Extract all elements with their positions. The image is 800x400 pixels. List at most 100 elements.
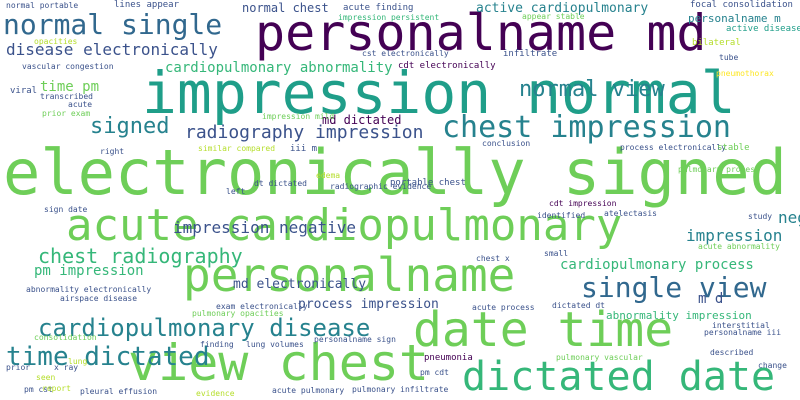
word: exam electronically bbox=[216, 302, 308, 311]
word: evidence bbox=[196, 389, 235, 398]
word: report bbox=[42, 384, 71, 393]
word: conclusion bbox=[482, 139, 531, 148]
word: view chest bbox=[128, 334, 430, 392]
word: pulmonary infiltrate bbox=[352, 385, 449, 394]
word: chest radiography bbox=[38, 244, 243, 268]
word: dictated date bbox=[462, 354, 776, 400]
word: m d bbox=[698, 291, 724, 307]
word: acute finding bbox=[343, 3, 414, 13]
word: pleural effusion bbox=[80, 387, 158, 396]
word: portable chest bbox=[390, 178, 466, 188]
word: pm cdt bbox=[420, 368, 449, 377]
word: lung bbox=[68, 357, 88, 366]
word: normal portable bbox=[6, 1, 79, 10]
word: electronically signed bbox=[3, 136, 787, 209]
word: appear stable bbox=[522, 12, 585, 21]
word: chest impression bbox=[442, 110, 731, 145]
word: impression normal bbox=[142, 59, 736, 127]
word: pneumonia bbox=[424, 353, 473, 363]
word: impression persistent bbox=[338, 13, 440, 22]
word: study bbox=[748, 212, 773, 221]
word: pulmonary process bbox=[678, 165, 760, 174]
word: impression mild bbox=[262, 112, 335, 121]
word: personalname m bbox=[688, 12, 781, 25]
word: vascular congestion bbox=[22, 62, 114, 71]
word: acute cardiopulmonary bbox=[66, 200, 623, 251]
word: cdt impression bbox=[549, 199, 617, 208]
word: abnormality electronically bbox=[26, 285, 152, 294]
word: impression bbox=[686, 226, 783, 245]
word: chest x bbox=[476, 254, 510, 263]
word: finding bbox=[200, 340, 234, 349]
word: acute process bbox=[472, 303, 535, 312]
word: single view bbox=[581, 271, 767, 304]
word: md dictated bbox=[322, 113, 402, 127]
word: acute abnormality bbox=[698, 242, 780, 251]
word: prior exam bbox=[42, 109, 91, 118]
word: pm impression bbox=[34, 263, 144, 279]
word: negative chest bbox=[778, 208, 800, 227]
word: normal chest bbox=[242, 1, 329, 15]
word: lung volumes bbox=[246, 340, 304, 349]
word: x ray bbox=[54, 363, 79, 372]
word: dt dictated bbox=[254, 179, 307, 188]
word: airspace disease bbox=[60, 294, 138, 303]
word: normal view bbox=[519, 77, 665, 102]
word: process electronically bbox=[620, 143, 726, 152]
word: date time bbox=[413, 302, 674, 358]
word: change bbox=[758, 361, 787, 370]
word: described bbox=[710, 348, 754, 357]
word: active disease bbox=[726, 24, 800, 34]
word: impression negative bbox=[173, 218, 357, 237]
word: md electronically bbox=[233, 277, 367, 292]
word: edema bbox=[316, 171, 341, 180]
word: cdt electronically bbox=[398, 61, 496, 71]
word: cst electronically bbox=[362, 49, 449, 58]
word: infiltrate bbox=[503, 49, 558, 59]
word: personalname iii bbox=[704, 328, 782, 337]
word: atelectasis bbox=[604, 209, 657, 218]
word: iii m bbox=[290, 144, 318, 154]
word: prior bbox=[6, 363, 31, 372]
word: right bbox=[100, 147, 125, 156]
word: radiography impression bbox=[185, 122, 424, 143]
word: radiographic evidence bbox=[330, 182, 432, 191]
word: acute pulmonary bbox=[272, 386, 345, 395]
word: acute bbox=[68, 100, 93, 109]
word: cardiopulmonary disease bbox=[38, 314, 371, 342]
word: time pm bbox=[40, 79, 100, 95]
word: cardiopulmonary process bbox=[560, 257, 754, 273]
word: focal consolidation bbox=[690, 0, 793, 10]
word: left bbox=[226, 187, 246, 196]
word: seen bbox=[36, 373, 56, 382]
word: interstitial bbox=[712, 321, 770, 330]
word: consolidation bbox=[34, 333, 97, 342]
word: normal single bbox=[3, 8, 223, 41]
word: disease electronically bbox=[6, 40, 218, 59]
word: abnormality impression bbox=[606, 309, 752, 322]
word: viral bbox=[10, 86, 38, 96]
word: personalname md bbox=[255, 4, 707, 62]
word: personalname sign bbox=[314, 335, 396, 344]
word: cardiopulmonary abnormality bbox=[165, 60, 393, 76]
word: time dictated bbox=[6, 342, 210, 372]
word: process impression bbox=[298, 297, 439, 312]
word: bilateral bbox=[692, 38, 741, 48]
word: dictated dt bbox=[552, 301, 605, 310]
word: lines appear bbox=[114, 0, 180, 10]
word: transcribed bbox=[40, 92, 93, 101]
word: stable bbox=[717, 143, 750, 153]
word: pulmonary vascular bbox=[556, 353, 643, 362]
word: sign date bbox=[44, 205, 88, 214]
word: active cardiopulmonary bbox=[476, 1, 649, 16]
word: pulmonary opacities bbox=[192, 309, 284, 318]
word: pm cst bbox=[24, 385, 53, 394]
word: signed bbox=[90, 114, 170, 139]
word: pneumothorax bbox=[716, 69, 774, 78]
word: similar compared bbox=[198, 144, 276, 153]
word: opacities bbox=[34, 37, 78, 46]
word: small bbox=[544, 249, 569, 258]
word: identified bbox=[537, 211, 586, 220]
word: personalname bbox=[183, 248, 516, 302]
